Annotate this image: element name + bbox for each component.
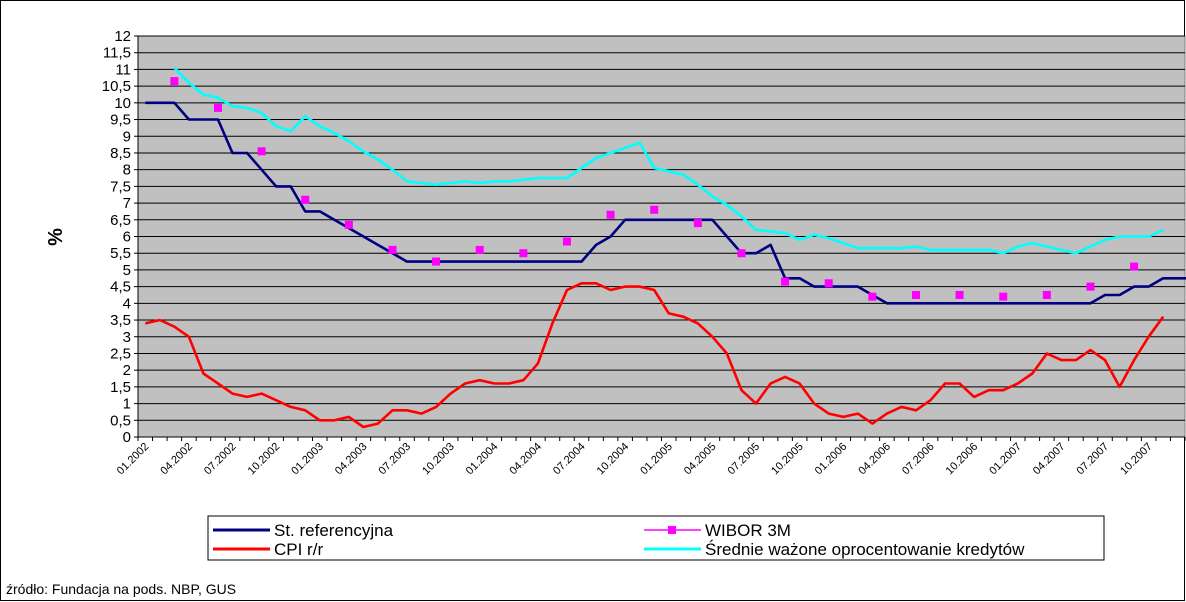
series-marker-wibor-3m (475, 245, 484, 254)
y-tick-label: 5 (123, 262, 131, 279)
series-line-cpi-r-r (145, 282, 1165, 429)
y-tick-label: 3,5 (110, 312, 131, 329)
y-tick-label: 4 (123, 295, 131, 312)
y-tick-label: 1 (123, 396, 131, 413)
y-tick-label: 0,5 (110, 412, 131, 429)
series-marker-wibor-3m (213, 103, 222, 112)
y-axis-label: % (45, 228, 67, 246)
series-line-st-referencyjna (145, 101, 1186, 305)
series-marker-wibor-3m (737, 249, 746, 258)
series-marker-wibor-3m (868, 292, 877, 301)
series-marker-wibor-3m (562, 237, 571, 246)
legend-label-wibor-3m: WIBOR 3M (705, 521, 791, 540)
y-tick-label: 10,5 (102, 78, 131, 95)
series-marker-wibor-3m (999, 292, 1008, 301)
series-marker-wibor-3m (432, 257, 441, 266)
series-marker-wibor-3m (344, 220, 353, 229)
series-marker-wibor-3m (1130, 262, 1139, 271)
series-marker-wibor-3m (388, 245, 397, 254)
y-tick-label: 9,5 (110, 112, 131, 129)
legend-marker-wibor-3m (668, 526, 676, 534)
legend-label-srednie-wazone: Średnie ważone oprocentowanie kredytów (705, 540, 1025, 559)
y-tick-label: 5,5 (110, 245, 131, 262)
y-tick-label: 6,5 (110, 212, 131, 229)
legend: St. referencyjna WIBOR 3M CPI r/r Średni… (207, 515, 1105, 561)
series-marker-wibor-3m (693, 219, 702, 228)
y-tick-label: 10 (114, 95, 131, 112)
legend-label-cpi: CPI r/r (274, 540, 323, 559)
series-marker-wibor-3m (781, 277, 790, 286)
y-tick-label: 2,5 (110, 345, 131, 362)
legend-label-st-referencyjna: St. referencyjna (274, 521, 394, 540)
series-marker-wibor-3m (1042, 290, 1051, 299)
series-marker-wibor-3m (170, 77, 179, 86)
y-tick-label: 8 (123, 162, 131, 179)
series-line-srednie-wazone-oprocentowanie-kredytow (173, 66, 1164, 255)
series-marker-wibor-3m (824, 279, 833, 288)
y-tick-label: 11,5 (103, 45, 131, 62)
series-marker-wibor-3m (650, 205, 659, 214)
y-tick-label: 3 (123, 329, 131, 346)
y-tick-label: 0 (123, 429, 131, 446)
y-tick-label: 2 (123, 362, 131, 379)
series-marker-wibor-3m (257, 147, 266, 156)
y-tick-label: 1,5 (110, 379, 131, 396)
source-note: źródło: Fundacja na pods. NBP, GUS (6, 581, 237, 597)
y-axis-tick-labels: 00,511,522,533,544,555,566,577,588,599,5… (102, 28, 131, 446)
series-marker-wibor-3m (955, 290, 964, 299)
gridlines (138, 35, 1185, 421)
series-marker-wibor-3m (606, 210, 615, 219)
axes (134, 35, 1186, 441)
y-tick-label: 9 (123, 128, 131, 145)
y-tick-label: 11 (115, 61, 131, 78)
y-tick-label: 6 (123, 229, 131, 246)
series-marker-wibor-3m (519, 249, 528, 258)
legend-box (207, 515, 1105, 561)
series-marker-wibor-3m (301, 195, 310, 204)
y-tick-label: 7,5 (110, 178, 131, 195)
y-tick-label: 7 (123, 195, 131, 212)
y-tick-label: 4,5 (110, 279, 131, 296)
y-tick-label: 8,5 (110, 145, 131, 162)
series-marker-wibor-3m (911, 290, 920, 299)
y-tick-label: 12 (114, 28, 131, 45)
series-layer (145, 66, 1186, 429)
series-marker-wibor-3m (1086, 282, 1095, 291)
